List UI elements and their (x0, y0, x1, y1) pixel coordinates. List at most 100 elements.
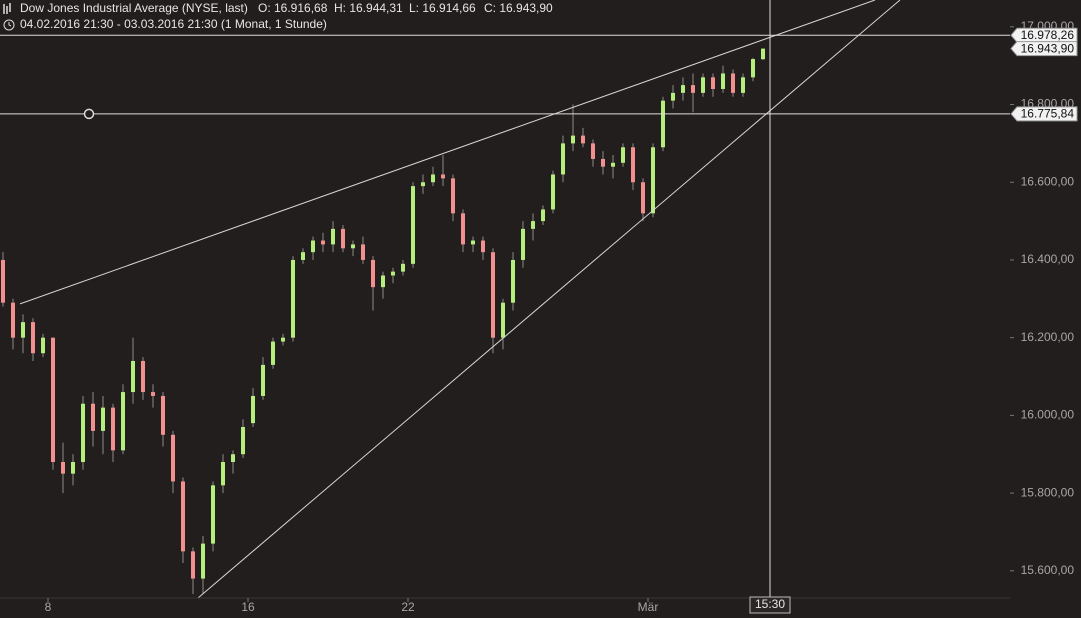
candle-body (121, 392, 125, 451)
candle-body (731, 73, 735, 93)
ohlc-label: O: 16.916,68 (258, 1, 328, 15)
y-tick-label: 16.000,00 (1021, 408, 1075, 422)
candle-body (581, 135, 585, 144)
candle-body (231, 454, 235, 463)
candle-body (151, 392, 155, 396)
candle-body (321, 240, 325, 245)
candle-body (461, 213, 465, 245)
candle-body (571, 135, 575, 144)
ohlc-label: C: 16.943,90 (484, 1, 553, 15)
y-tick-label: 16.400,00 (1021, 252, 1075, 266)
candle-body (291, 259, 295, 338)
candle-body (721, 73, 725, 89)
candle-body (21, 322, 25, 338)
last-price-tag: 16.943,90 (1021, 41, 1075, 55)
candle-body (61, 462, 65, 474)
last-price-tag-box (1010, 41, 1078, 57)
candle-body (661, 100, 665, 148)
candle-body (471, 240, 475, 245)
candle-body (171, 434, 175, 482)
x-tick-label: 22 (401, 600, 415, 614)
trendline (197, 0, 901, 598)
candle-body (51, 337, 55, 463)
candle-body (131, 360, 135, 393)
clock-hand (8, 22, 12, 27)
x-tick-label: 16 (241, 600, 255, 614)
candle-body (251, 395, 255, 424)
candle-body (541, 209, 545, 222)
x-tick-label: 8 (45, 600, 52, 614)
candle-body (361, 244, 365, 260)
candle-body (341, 228, 345, 249)
candle-body (641, 182, 645, 214)
candle-body (371, 259, 375, 288)
y-tick-label: 15.600,00 (1021, 563, 1075, 577)
candle-body (91, 403, 95, 431)
header: Dow Jones Industrial Average (NYSE, last… (3, 1, 553, 31)
candle-body (741, 77, 745, 93)
x-tick-label: Mär (638, 600, 659, 614)
candle-body (111, 407, 115, 451)
candle-body (31, 322, 35, 354)
candle-body (511, 259, 515, 303)
candle-body (311, 240, 315, 253)
candle-body (481, 240, 485, 253)
crosshair-price-tag-box (1010, 27, 1078, 43)
candle-body (551, 174, 555, 210)
candle-body (331, 228, 335, 245)
line-price-tag-box (1010, 106, 1078, 122)
candle-body (671, 92, 675, 101)
candle-body (401, 263, 405, 272)
candle-body (531, 221, 535, 229)
candle-body (301, 252, 305, 260)
y-tick-label: 16.200,00 (1021, 330, 1075, 344)
candle-body (411, 186, 415, 264)
candle-body (381, 275, 385, 288)
candle-body (191, 551, 195, 579)
ohlc-label: L: 16.914,66 (409, 1, 476, 15)
candle-body (181, 481, 185, 552)
candle-body (391, 271, 395, 276)
candle-body (631, 147, 635, 183)
plot-area (0, 0, 1010, 598)
candle-body (651, 147, 655, 214)
candle-body (41, 337, 45, 354)
candle-body (101, 407, 105, 431)
line-anchor (83, 108, 95, 120)
candle-body (211, 485, 215, 544)
candle-body (751, 59, 755, 78)
time-label: 15:30 (755, 597, 785, 611)
candle-body (201, 543, 205, 579)
candle-body (681, 85, 685, 93)
candle-body (611, 162, 615, 167)
candle-body (241, 427, 245, 455)
y-tick-label: 16.600,00 (1021, 174, 1075, 188)
crosshair-price-tag: 16.978,26 (1021, 28, 1075, 42)
chart-icon (3, 3, 11, 14)
candle-body (501, 302, 505, 338)
clock-icon (3, 19, 15, 31)
candle-body (701, 77, 705, 93)
candle-body (621, 147, 625, 163)
y-tick-label: 15.800,00 (1021, 485, 1075, 499)
candle-body (351, 244, 355, 249)
candle-body (281, 337, 285, 342)
trendline (19, 0, 876, 305)
candle-body (691, 85, 695, 93)
candle-body (561, 143, 565, 175)
candle-body (71, 462, 75, 474)
candle-body (261, 364, 265, 396)
candle-body (221, 462, 225, 486)
candle-body (591, 143, 595, 159)
candle-body (271, 341, 275, 365)
chart-subtitle: 04.02.2016 21:30 - 03.03.2016 21:30 (1 M… (20, 17, 327, 31)
candle-body (421, 182, 425, 187)
candle-body (521, 228, 525, 260)
candle-body (451, 178, 455, 214)
candle-body (711, 77, 715, 89)
candle-body (431, 174, 435, 183)
candle-body (491, 252, 495, 338)
candle-body (141, 360, 145, 393)
